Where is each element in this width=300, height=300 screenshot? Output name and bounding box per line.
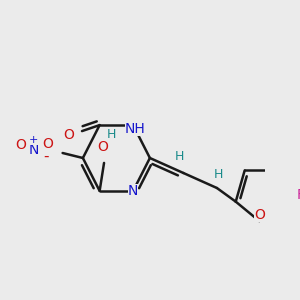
Text: N: N — [128, 184, 138, 198]
Text: NH: NH — [124, 122, 145, 136]
Text: O: O — [254, 208, 265, 222]
Text: O: O — [42, 137, 53, 151]
Text: F: F — [296, 188, 300, 202]
Text: O: O — [97, 140, 108, 154]
Text: H: H — [106, 128, 116, 141]
Text: O: O — [63, 128, 74, 142]
Text: +: + — [29, 135, 38, 145]
Text: N: N — [28, 143, 39, 157]
Text: -: - — [43, 148, 49, 164]
Text: H: H — [214, 167, 224, 181]
Text: H: H — [175, 151, 184, 164]
Text: O: O — [16, 138, 27, 152]
